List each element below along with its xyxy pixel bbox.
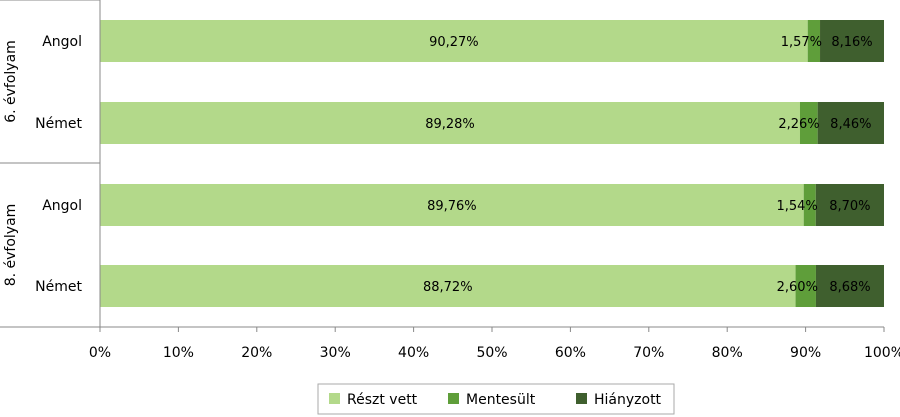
segment-labels: 90,27% 1,57% 8,16% 89,28% 2,26% 8,46% 89,76% 1,…: [423, 35, 873, 295]
group-labels: 6. évfolyam 8. évfolyam: [0, 0, 100, 328]
bar-segment-2-row-4: [795, 265, 816, 307]
data-label-series-3-row-1: 8,16%: [831, 35, 872, 50]
data-label-series-2-row-1: 1,57%: [781, 35, 822, 50]
data-label-series-2-row-4: 2,60%: [777, 280, 818, 295]
legend: Részt vett Mentesült Hiányzott: [317, 383, 675, 415]
data-label-series-1-row-3: 89,76%: [427, 199, 477, 214]
x-tick-label-3: 30%: [320, 345, 351, 361]
data-label-series-1-row-1: 90,27%: [429, 35, 479, 50]
legend-swatch-1: [329, 393, 340, 404]
legend-label-1: Részt vett: [347, 392, 418, 408]
legend-label-2: Mentesült: [466, 392, 536, 408]
bar-segment-3-row-2: [817, 102, 884, 144]
group-label-2: 8. évfolyam: [3, 204, 19, 287]
data-label-series-3-row-2: 8,46%: [830, 117, 871, 132]
bar-segment-1-row-2: [100, 102, 800, 144]
x-tick-label-5: 50%: [476, 345, 507, 361]
data-label-series-2-row-3: 1,54%: [776, 199, 817, 214]
bar-segment-2-row-2: [799, 102, 818, 144]
legend-swatch-3: [576, 393, 587, 404]
data-label-series-2-row-2: 2,26%: [778, 117, 819, 132]
x-tick-label-9: 90%: [790, 345, 821, 361]
data-label-series-3-row-3: 8,70%: [829, 199, 870, 214]
legend-box: [317, 383, 675, 415]
category-label-2: Német: [35, 116, 82, 132]
category-labels: Angol Német Angol Német: [35, 34, 82, 295]
x-tick-label-4: 40%: [398, 345, 429, 361]
x-axis: 0% 10% 20% 30% 40% 50% 60% 70% 80% 90% 100%: [89, 0, 900, 361]
bar-segment-1-row-1: [100, 20, 808, 62]
x-tick-label-7: 70%: [633, 345, 664, 361]
legend-label-3: Hiányzott: [594, 392, 662, 408]
bar-segment-3-row-1: [820, 20, 884, 62]
bar-segment-1-row-4: [100, 265, 796, 307]
bar-segment-2-row-1: [807, 20, 821, 62]
legend-swatch-2: [448, 393, 459, 404]
bar-segment-3-row-4: [815, 265, 884, 307]
category-label-3: Angol: [42, 198, 82, 214]
x-tick-label-2: 20%: [241, 345, 272, 361]
bars: [100, 20, 884, 307]
data-label-series-3-row-4: 8,68%: [829, 280, 870, 295]
bar-segment-2-row-3: [803, 184, 816, 226]
x-tick-label-10: 100%: [864, 345, 900, 361]
category-label-1: Angol: [42, 34, 82, 50]
x-tick-label-6: 60%: [555, 345, 586, 361]
group-label-1: 6. évfolyam: [3, 40, 19, 123]
data-label-series-1-row-4: 88,72%: [423, 280, 473, 295]
category-label-4: Német: [35, 279, 82, 295]
x-tick-label-0: 0%: [89, 345, 111, 361]
data-label-series-1-row-2: 89,28%: [425, 117, 475, 132]
x-tick-label-1: 10%: [163, 345, 194, 361]
x-tick-label-8: 80%: [712, 345, 743, 361]
bar-segment-1-row-3: [100, 184, 804, 226]
bar-segment-3-row-3: [815, 184, 884, 226]
